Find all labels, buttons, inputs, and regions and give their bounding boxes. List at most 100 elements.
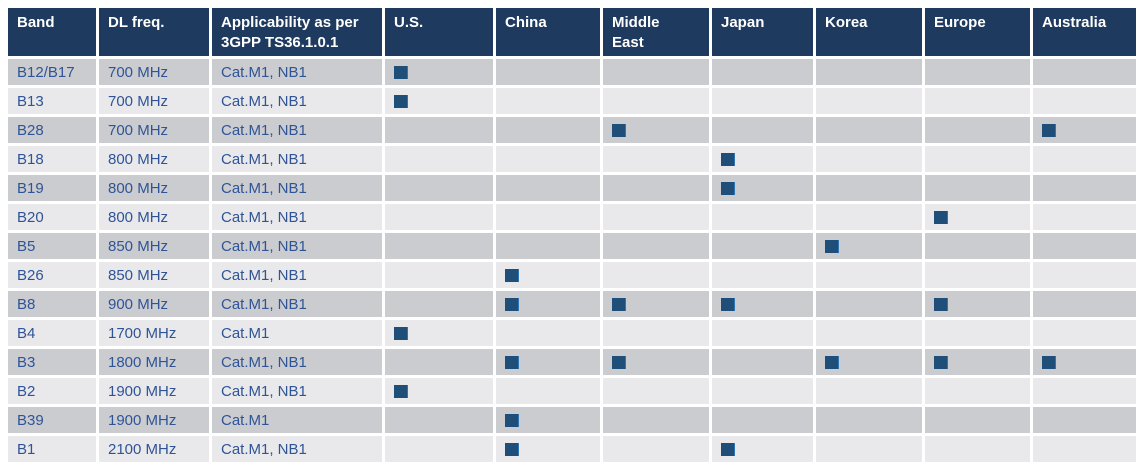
- region-cell-australia: [1033, 320, 1136, 346]
- filled-square-icon: [394, 384, 408, 398]
- column-header-europe: Europe: [925, 8, 1030, 56]
- applicability-cell: Cat.M1, NB1: [212, 117, 382, 143]
- region-cell-china: [496, 117, 600, 143]
- band-cell: B39: [8, 407, 96, 433]
- band-applicability-table: Band DL freq. Applicability as per 3GPP TS…: [5, 5, 1139, 465]
- applicability-cell: Cat.M1: [212, 407, 382, 433]
- region-cell-china: [496, 291, 600, 317]
- table-row-b18: B18 800 MHz Cat.M1, NB1: [8, 146, 1136, 172]
- applicability-cell: Cat.M1, NB1: [212, 378, 382, 404]
- region-cell-australia: [1033, 378, 1136, 404]
- region-cell-europe: [925, 146, 1030, 172]
- filled-square-icon: [825, 239, 839, 253]
- region-cell-japan: [712, 436, 813, 462]
- filled-square-icon: [505, 297, 519, 311]
- region-cell-korea: [816, 175, 922, 201]
- column-header-australia: Australia: [1033, 8, 1136, 56]
- applicability-cell: Cat.M1, NB1: [212, 436, 382, 462]
- region-cell-korea: [816, 262, 922, 288]
- region-cell-middle-east: [603, 378, 709, 404]
- region-cell-australia: [1033, 59, 1136, 85]
- filled-square-icon: [505, 442, 519, 456]
- region-cell-japan: [712, 204, 813, 230]
- column-header-label: Applicability as per 3GPP TS36.1.0.1: [221, 14, 359, 51]
- region-cell-australia: [1033, 349, 1136, 375]
- table-row-b8: B8 900 MHz Cat.M1, NB1: [8, 291, 1136, 317]
- filled-square-icon: [505, 413, 519, 427]
- column-header-band: Band: [8, 8, 96, 56]
- region-cell-middle-east: [603, 436, 709, 462]
- region-cell-europe: [925, 378, 1030, 404]
- table-row-b12-b17: B12/B17 700 MHz Cat.M1, NB1: [8, 59, 1136, 85]
- column-header-korea: Korea: [816, 8, 922, 56]
- filled-square-icon: [721, 152, 735, 166]
- band-cell: B26: [8, 262, 96, 288]
- table-row-b4: B4 1700 MHz Cat.M1: [8, 320, 1136, 346]
- region-cell-korea: [816, 291, 922, 317]
- filled-square-icon: [394, 65, 408, 79]
- region-cell-china: [496, 59, 600, 85]
- column-header-japan: Japan: [712, 8, 813, 56]
- region-cell-australia: [1033, 88, 1136, 114]
- region-cell-middle-east: [603, 59, 709, 85]
- region-cell-europe: [925, 407, 1030, 433]
- region-cell-japan: [712, 320, 813, 346]
- region-cell-korea: [816, 233, 922, 259]
- column-header-label: U.S.: [394, 14, 424, 31]
- filled-square-icon: [934, 210, 948, 224]
- region-cell-australia: [1033, 262, 1136, 288]
- column-header-u-s: U.S.: [385, 8, 493, 56]
- region-cell-japan: [712, 175, 813, 201]
- region-cell-china: [496, 407, 600, 433]
- filled-square-icon: [505, 355, 519, 369]
- dl-freq-cell: 900 MHz: [99, 291, 209, 317]
- band-cell: B20: [8, 204, 96, 230]
- band-cell: B12/B17: [8, 59, 96, 85]
- region-cell-europe: [925, 117, 1030, 143]
- dl-freq-cell: 1700 MHz: [99, 320, 209, 346]
- region-cell-china: [496, 436, 600, 462]
- dl-freq-cell: 800 MHz: [99, 175, 209, 201]
- filled-square-icon: [934, 297, 948, 311]
- applicability-cell: Cat.M1, NB1: [212, 262, 382, 288]
- region-cell-china: [496, 262, 600, 288]
- region-cell-korea: [816, 146, 922, 172]
- table-row-b2: B2 1900 MHz Cat.M1, NB1: [8, 378, 1136, 404]
- region-cell-middle-east: [603, 175, 709, 201]
- region-cell-korea: [816, 204, 922, 230]
- region-cell-china: [496, 378, 600, 404]
- band-cell: B19: [8, 175, 96, 201]
- column-header-dl-freq: DL freq.: [99, 8, 209, 56]
- dl-freq-cell: 800 MHz: [99, 146, 209, 172]
- region-cell-u-s: [385, 349, 493, 375]
- filled-square-icon: [612, 123, 626, 137]
- band-cell: B8: [8, 291, 96, 317]
- region-cell-australia: [1033, 407, 1136, 433]
- applicability-cell: Cat.M1, NB1: [212, 291, 382, 317]
- region-cell-middle-east: [603, 204, 709, 230]
- column-header-label: China: [505, 14, 547, 31]
- table-row-b13: B13 700 MHz Cat.M1, NB1: [8, 88, 1136, 114]
- filled-square-icon: [505, 268, 519, 282]
- filled-square-icon: [721, 181, 735, 195]
- region-cell-u-s: [385, 204, 493, 230]
- column-header-label: Middle East: [612, 14, 660, 51]
- column-header-label: DL freq.: [108, 14, 165, 31]
- dl-freq-cell: 1900 MHz: [99, 378, 209, 404]
- band-cell: B13: [8, 88, 96, 114]
- region-cell-middle-east: [603, 88, 709, 114]
- region-cell-europe: [925, 175, 1030, 201]
- band-cell: B3: [8, 349, 96, 375]
- filled-square-icon: [934, 355, 948, 369]
- region-cell-middle-east: [603, 233, 709, 259]
- dl-freq-cell: 700 MHz: [99, 59, 209, 85]
- region-cell-u-s: [385, 175, 493, 201]
- table-row-b26: B26 850 MHz Cat.M1, NB1: [8, 262, 1136, 288]
- filled-square-icon: [1042, 355, 1056, 369]
- region-cell-middle-east: [603, 146, 709, 172]
- region-cell-korea: [816, 88, 922, 114]
- band-cell: B5: [8, 233, 96, 259]
- region-cell-australia: [1033, 117, 1136, 143]
- region-cell-japan: [712, 88, 813, 114]
- dl-freq-cell: 700 MHz: [99, 117, 209, 143]
